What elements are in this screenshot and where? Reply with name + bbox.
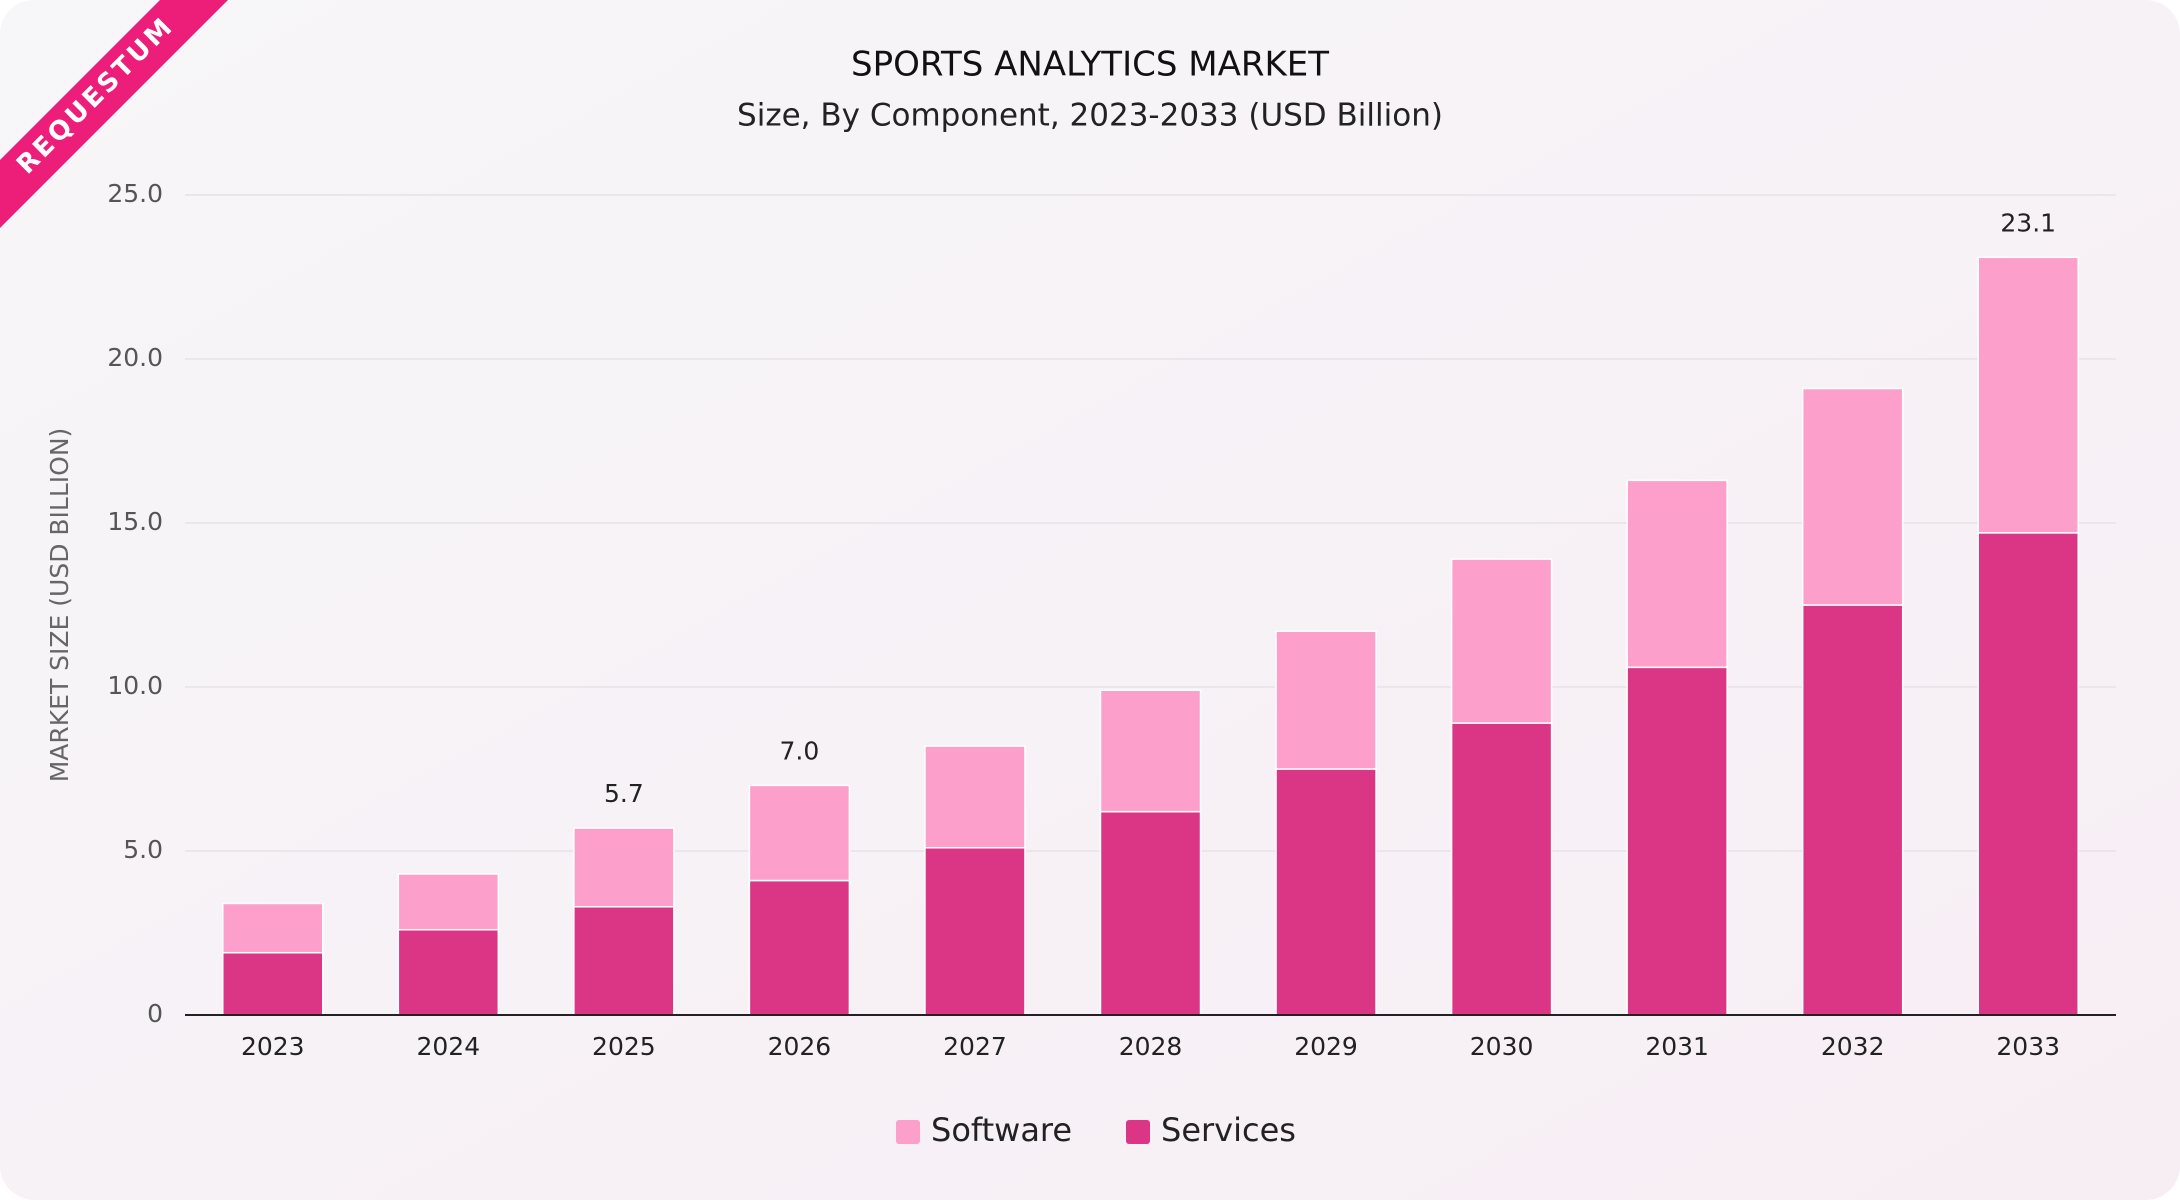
bar-segment (924, 745, 1026, 849)
x-tick-label: 2028 (1119, 1032, 1183, 1061)
bar-segment (1801, 604, 1904, 1016)
bar-segment (1099, 689, 1202, 813)
legend-label: Services (1161, 1111, 1296, 1149)
y-tick-label: 0 (147, 999, 163, 1028)
x-tick-label: 2032 (1821, 1032, 1885, 1061)
x-tick-label: 2030 (1470, 1032, 1534, 1061)
brand-ribbon (0, 0, 228, 228)
x-tick-label: 2031 (1645, 1032, 1709, 1061)
bar-segment (748, 879, 851, 1016)
bar-segment (573, 827, 675, 908)
bar-segment (397, 873, 500, 931)
bar-segment (1626, 666, 1728, 1016)
bar-segment (1099, 810, 1202, 1016)
chart-subtitle: Size, By Component, 2023-2033 (USD Billi… (737, 98, 1443, 134)
bar-segment (1977, 256, 2079, 534)
bar-segment (1977, 532, 2079, 1016)
bar-segment (748, 784, 851, 882)
bar-segment (1275, 768, 1377, 1016)
bar-segment (573, 906, 675, 1016)
total-label: 7.0 (780, 736, 820, 765)
bar-segment (1275, 630, 1377, 770)
bar-segment (924, 846, 1026, 1016)
legend-label: Software (931, 1111, 1072, 1149)
y-axis-label: MARKET SIZE (USD BILLION) (45, 428, 74, 783)
bar-segment (222, 902, 324, 954)
legend-swatch (1126, 1120, 1150, 1144)
x-tick-label: 2026 (768, 1032, 832, 1061)
bar-segment (1626, 479, 1728, 669)
y-tick-label: 20.0 (107, 343, 163, 372)
x-tick-label: 2029 (1294, 1032, 1358, 1061)
bar-segment (1450, 722, 1553, 1016)
x-tick-label: 2033 (1996, 1032, 2060, 1061)
y-tick-label: 15.0 (107, 507, 163, 536)
x-tick-label: 2024 (417, 1032, 481, 1061)
bar-segment (1450, 558, 1553, 724)
x-tick-label: 2025 (592, 1032, 656, 1061)
chart-title: SPORTS ANALYTICS MARKET (851, 45, 1329, 85)
total-label: 5.7 (604, 779, 644, 808)
legend-swatch (896, 1120, 920, 1144)
bar-segment (397, 928, 500, 1016)
y-tick-label: 25.0 (107, 179, 163, 208)
x-tick-label: 2023 (241, 1032, 305, 1061)
y-tick-label: 10.0 (107, 671, 163, 700)
x-tick-label: 2027 (943, 1032, 1007, 1061)
total-label: 23.1 (2000, 208, 2056, 237)
bar-segment (1801, 387, 1904, 606)
y-tick-label: 5.0 (123, 835, 163, 864)
bar-segment (222, 951, 324, 1016)
